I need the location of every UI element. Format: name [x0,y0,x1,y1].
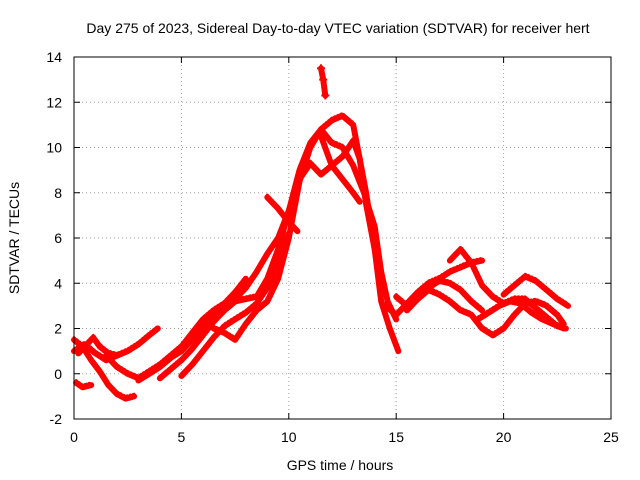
plot-frame [73,56,612,420]
x-tick-label: 0 [70,429,78,445]
series-pass-5-marks [104,274,248,378]
series-pass-12-marks [319,132,383,287]
plus-marker [321,91,330,100]
x-axis-title: GPS time / hours [287,457,394,473]
y-tick-label: 12 [46,94,62,110]
series-pass-2 [73,379,95,391]
x-tick-label: 20 [496,429,512,445]
data-series [71,64,571,402]
series-pass-18 [500,273,571,309]
series-pass-2-marks [74,379,93,387]
x-tick-label: 25 [603,429,619,445]
y-axis-title: SDTVAR / TECUs [6,182,22,294]
series-pass-4-marks [77,333,119,355]
series-pass-6-marks [137,159,361,380]
y-tick-label: 10 [46,140,62,156]
series-pass-8-marks [180,229,291,375]
y-tick-label: 8 [54,185,62,201]
x-tick-label: 5 [178,429,186,445]
y-tick-label: 0 [54,366,62,382]
x-tick-labels: 0 5 10 15 20 25 [70,429,619,445]
series-pass-17-marks [476,297,565,328]
series-pass-10 [264,194,301,235]
plus-marker [317,64,326,73]
y-tick-label: 6 [54,230,62,246]
series-pass-15-marks [405,286,565,335]
series-pass-17 [474,298,567,332]
series-pass-18-marks [502,272,570,305]
y-tick-label: 14 [46,49,62,65]
plus-marker [319,75,328,84]
y-tick-label: 4 [54,275,62,291]
chart-title: Day 275 of 2023, Sidereal Day-to-day VTE… [86,20,589,36]
y-tick-label: -2 [50,411,63,427]
y-tick-label: 2 [54,321,62,337]
x-tick-label: 15 [388,429,404,445]
series-pass-10-marks [266,193,299,230]
series-pass-14-marks [394,277,484,310]
series-pass-15 [403,287,567,339]
series-pass-4 [75,334,120,359]
y-tick-labels: -2 0 2 4 6 8 10 12 14 [46,49,62,427]
x-tick-label: 10 [281,429,297,445]
series-pass-13-marks [384,256,484,314]
series-pass-6 [135,160,363,384]
